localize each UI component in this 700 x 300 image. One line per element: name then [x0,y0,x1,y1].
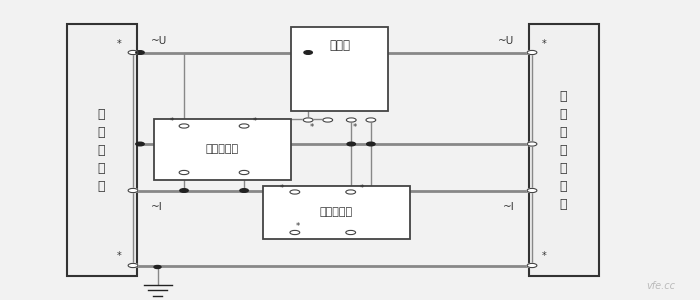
Circle shape [240,189,248,192]
Text: ~I: ~I [503,202,514,212]
Circle shape [527,188,537,193]
Text: ~U: ~U [498,35,514,46]
Circle shape [128,50,138,55]
Circle shape [527,50,537,55]
Text: 变
频
电
量
分
析
仪: 变 频 电 量 分 析 仪 [560,89,567,211]
Circle shape [527,263,537,268]
Circle shape [136,142,144,146]
Text: ~I: ~I [150,202,162,212]
Circle shape [366,118,376,122]
Text: *: * [253,117,258,126]
FancyBboxPatch shape [262,186,410,238]
FancyBboxPatch shape [528,24,598,276]
Circle shape [180,189,188,192]
Text: 功
率
信
号
源: 功 率 信 号 源 [98,107,105,193]
Text: *: * [309,123,314,132]
Circle shape [179,124,189,128]
Circle shape [346,230,356,235]
Circle shape [290,230,300,235]
Text: 相位计: 相位计 [329,39,350,52]
Text: *: * [542,251,546,262]
Circle shape [347,142,356,146]
FancyBboxPatch shape [66,24,136,276]
Circle shape [136,51,144,54]
Text: vfe.cc: vfe.cc [647,281,676,291]
Text: ~U: ~U [150,35,167,46]
Circle shape [128,188,138,193]
Text: *: * [360,184,364,193]
FancyBboxPatch shape [290,27,389,111]
Circle shape [179,170,189,175]
Text: *: * [169,117,174,126]
Text: *: * [353,123,357,132]
Circle shape [239,170,249,175]
Circle shape [128,263,138,268]
Circle shape [527,142,537,146]
Circle shape [346,118,356,122]
Text: *: * [542,38,546,49]
Circle shape [154,266,161,268]
Circle shape [367,142,375,146]
Text: *: * [117,38,121,49]
Circle shape [323,118,332,122]
Text: *: * [280,184,284,193]
Text: 电阻分流器: 电阻分流器 [319,207,353,217]
Circle shape [239,124,249,128]
Circle shape [303,118,313,122]
Text: *: * [117,251,121,262]
Text: 电阻分压器: 电阻分压器 [206,144,239,154]
FancyBboxPatch shape [154,118,290,180]
Circle shape [290,190,300,194]
Circle shape [304,51,312,54]
Text: *: * [296,222,300,231]
Circle shape [346,190,356,194]
